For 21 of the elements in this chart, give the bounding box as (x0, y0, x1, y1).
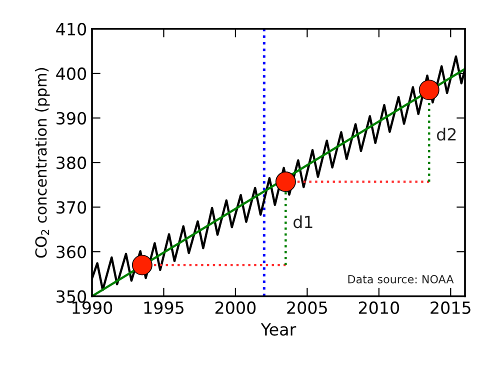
y-axis-title: CO$_{2}$ concentration (ppm) (34, 68, 50, 258)
point (132, 254, 152, 276)
point (418, 80, 440, 100)
y-tick-label: 410 (56, 22, 86, 36)
x-axis-title: Year (260, 323, 296, 336)
annotation: Data source: NOAA (348, 275, 454, 284)
x-tick-label: 2010 (358, 301, 400, 314)
y-tick-label: 360 (56, 246, 86, 258)
x-tick-label: 1995 (144, 301, 184, 314)
annotation: d1 (294, 215, 312, 228)
y-tick-label: 370 (56, 201, 86, 214)
x-tick-label: 2005 (287, 301, 327, 314)
annotation: d2 (437, 128, 456, 141)
point (275, 171, 296, 192)
y-tick-label: 380 (56, 156, 86, 170)
y-tick-label: 400 (56, 67, 86, 80)
x-tick-label: 2015 (430, 301, 470, 314)
y-tick-label: 390 (56, 112, 86, 125)
x-tick-label: 2000 (215, 301, 256, 314)
x-tick-label: 1990 (72, 301, 112, 314)
y-tick-label: 350 (56, 290, 86, 303)
